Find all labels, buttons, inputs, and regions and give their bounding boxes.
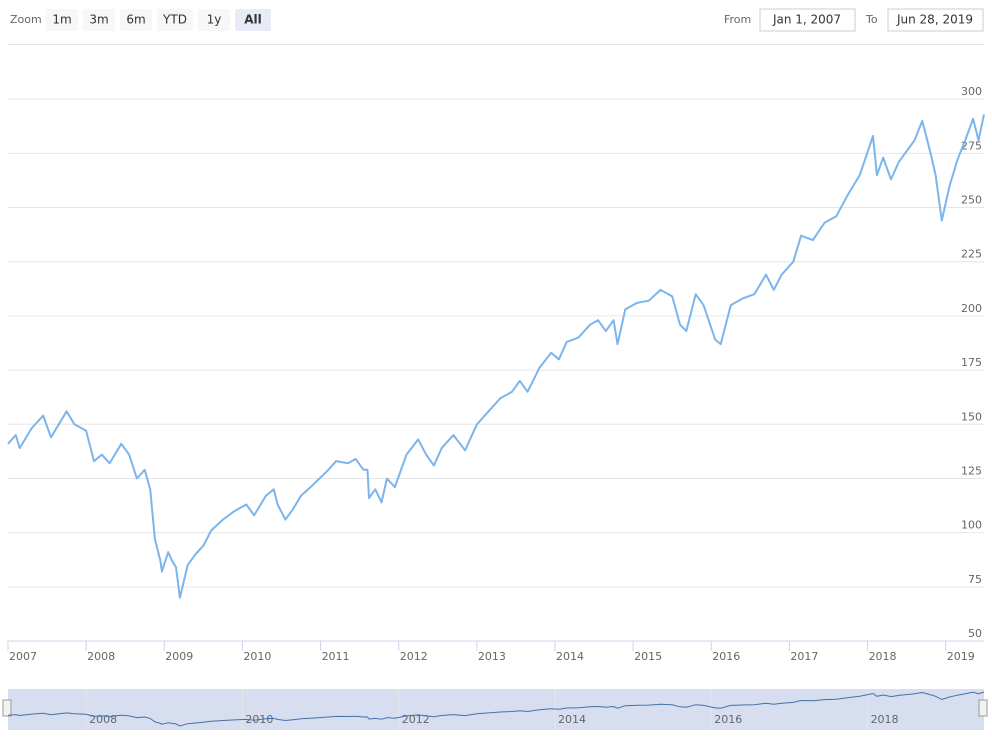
- x-tick-label: 2015: [634, 650, 662, 663]
- x-tick-label: 2017: [790, 650, 818, 663]
- x-tick-label: 2012: [400, 650, 428, 663]
- y-tick-label: 150: [961, 410, 982, 423]
- range-button[interactable]: [157, 9, 193, 31]
- y-tick-label: 250: [961, 194, 982, 207]
- range-button[interactable]: [83, 9, 115, 31]
- x-tick-label: 2016: [712, 650, 740, 663]
- navigator-handle[interactable]: [978, 699, 988, 717]
- range-button-label[interactable]: YTD: [162, 13, 187, 27]
- navigator-tick-label: 2008: [89, 713, 117, 726]
- zoom-label: Zoom: [10, 13, 42, 26]
- price-line: [7, 114, 985, 599]
- navigator-tick-label: 2018: [871, 713, 899, 726]
- y-tick-label: 225: [961, 248, 982, 261]
- range-button[interactable]: [198, 9, 230, 31]
- x-tick-label: 2007: [9, 650, 37, 663]
- range-button-label[interactable]: 1m: [52, 13, 71, 27]
- navigator-handle[interactable]: [2, 699, 12, 717]
- range-button-label[interactable]: 3m: [89, 13, 108, 27]
- y-tick-label: 300: [961, 85, 982, 98]
- y-tick-label: 175: [961, 356, 982, 369]
- y-tick-label: 75: [968, 573, 982, 586]
- from-date[interactable]: Jan 1, 2007: [772, 13, 841, 27]
- x-tick-label: 2008: [87, 650, 115, 663]
- y-tick-label: 100: [961, 519, 982, 532]
- x-tick-label: 2014: [556, 650, 584, 663]
- to-input[interactable]: [887, 8, 984, 32]
- y-tick-label: 275: [961, 139, 982, 152]
- x-tick-label: 2011: [322, 650, 350, 663]
- y-tick-label: 200: [961, 302, 982, 315]
- range-button[interactable]: [120, 9, 152, 31]
- x-tick-label: 2018: [869, 650, 897, 663]
- y-tick-label: 50: [968, 627, 982, 640]
- navigator-tick-label: 2014: [558, 713, 586, 726]
- range-button[interactable]: [235, 9, 271, 31]
- range-button[interactable]: [46, 9, 78, 31]
- from-label: From: [724, 13, 751, 26]
- from-input[interactable]: [759, 8, 856, 32]
- y-tick-label: 125: [961, 464, 982, 477]
- x-tick-label: 2010: [243, 650, 271, 663]
- to-date[interactable]: Jun 28, 2019: [896, 13, 973, 27]
- x-tick-label: 2013: [478, 650, 506, 663]
- range-button-label[interactable]: 6m: [126, 13, 145, 27]
- navigator-tick-label: 2012: [402, 713, 430, 726]
- navigator-line: [7, 691, 985, 727]
- x-tick-label: 2019: [947, 650, 975, 663]
- range-button-label[interactable]: All: [244, 13, 262, 27]
- range-button-label[interactable]: 1y: [207, 13, 222, 27]
- x-tick-label: 2009: [165, 650, 193, 663]
- navigator-tick-label: 2016: [714, 713, 742, 726]
- to-label: To: [865, 13, 878, 26]
- navigator-mask[interactable]: [8, 689, 984, 730]
